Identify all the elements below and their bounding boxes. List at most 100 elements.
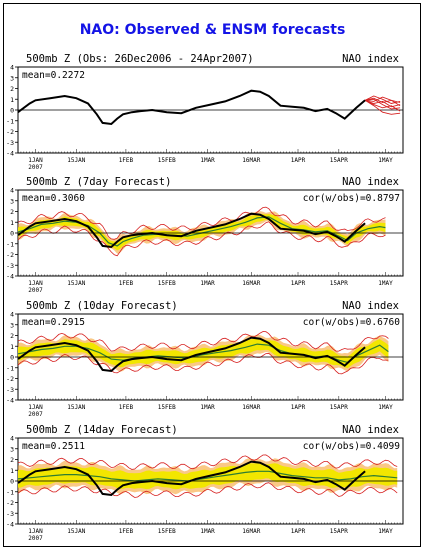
y-tick-label: 4: [10, 311, 14, 319]
y-tick-label: -2: [6, 251, 14, 259]
x-tick-label: 15JAN: [67, 528, 85, 535]
y-tick-label: 3: [10, 445, 14, 453]
mean-label: mean=0.3060: [22, 193, 85, 204]
x-tick-label: 2007: [28, 287, 43, 294]
y-tick-label: 2: [10, 332, 14, 340]
right-label: NAO index: [342, 53, 399, 65]
chart-panel-3: 500mb Z (10day Forecast) NAO index mean=0.…: [6, 300, 404, 418]
page-title: NAO: Observed & ENSM forecasts: [79, 22, 346, 38]
x-tick-label: 1APR: [291, 404, 306, 411]
x-tick-label: 1FEB: [119, 404, 134, 411]
x-tick-label: 1APR: [291, 157, 306, 164]
y-tick-label: -1: [6, 488, 14, 496]
x-tick-label: 2007: [28, 535, 43, 542]
x-tick-label: 15APR: [330, 280, 348, 287]
ensemble-spread-band: [18, 213, 386, 251]
y-tick-label: 2: [10, 456, 14, 464]
x-tick-label: 15FEB: [158, 280, 176, 287]
y-tick-label: -3: [6, 510, 14, 518]
correlation-label: cor(w/obs)=0.4099: [303, 441, 401, 452]
x-tick-label: 1JAN: [28, 280, 43, 287]
y-tick-label: 4: [10, 187, 14, 195]
y-tick-label: 3: [10, 197, 14, 205]
y-tick-label: 1: [10, 467, 14, 475]
right-label: NAO index: [342, 424, 399, 436]
x-tick-label: 2007: [28, 164, 43, 171]
x-tick-label: 15JAN: [67, 404, 85, 411]
x-tick-label: 1MAR: [200, 280, 215, 287]
correlation-label: cor(w/obs)=0.6760: [303, 317, 401, 328]
y-tick-label: -3: [6, 262, 14, 270]
x-tick-label: 1MAY: [378, 280, 393, 287]
y-tick-label: -3: [6, 386, 14, 394]
y-tick-label: 3: [10, 321, 14, 329]
y-tick-label: 1: [10, 343, 14, 351]
chart-title: 500mb Z (10day Forecast): [26, 300, 178, 312]
y-tick-label: 1: [10, 219, 14, 227]
y-tick-label: -1: [6, 364, 14, 372]
envelope-lower: [17, 482, 398, 498]
x-tick-label: 15JAN: [67, 157, 85, 164]
x-tick-label: 15JAN: [67, 280, 85, 287]
x-tick-label: 15APR: [330, 157, 348, 164]
x-tick-label: 15APR: [330, 404, 348, 411]
x-tick-label: 15FEB: [158, 404, 176, 411]
y-tick-label: -4: [6, 521, 14, 529]
observed-line: [17, 89, 366, 126]
y-tick-label: -2: [6, 375, 14, 383]
mean-label: mean=0.2511: [22, 441, 85, 452]
x-tick-label: 1FEB: [119, 280, 134, 287]
y-tick-label: 2: [10, 208, 14, 216]
x-tick-label: 1JAN: [28, 404, 43, 411]
y-tick-label: -2: [6, 128, 14, 136]
x-tick-label: 16MAR: [242, 404, 260, 411]
y-tick-label: -2: [6, 499, 14, 507]
x-tick-label: 1MAY: [378, 404, 393, 411]
y-tick-label: 1: [10, 96, 14, 104]
x-tick-label: 1MAY: [378, 528, 393, 535]
forecast-member-line: [364, 95, 401, 104]
forecast-member-line: [364, 99, 401, 115]
y-tick-label: -4: [6, 397, 14, 405]
observed-line: [17, 336, 366, 373]
x-tick-label: 1MAR: [200, 528, 215, 535]
right-label: NAO index: [342, 176, 399, 188]
y-tick-label: 0: [10, 354, 14, 362]
mean-label: mean=0.2272: [22, 70, 85, 81]
x-tick-label: 16MAR: [242, 528, 260, 535]
y-tick-label: 3: [10, 74, 14, 82]
envelope-upper: [17, 206, 386, 240]
x-tick-label: 15APR: [330, 528, 348, 535]
envelope-lower: [17, 221, 386, 257]
y-tick-label: 0: [10, 478, 14, 486]
chart-panel-4: 500mb Z (14day Forecast) NAO index mean=0.…: [6, 424, 404, 542]
x-tick-label: 2007: [28, 411, 43, 418]
x-tick-label: 1MAR: [200, 157, 215, 164]
y-tick-label: 4: [10, 64, 14, 72]
y-tick-label: -1: [6, 117, 14, 125]
x-tick-label: 1JAN: [28, 528, 43, 535]
observed-line: [17, 460, 366, 497]
x-tick-label: 1FEB: [119, 157, 134, 164]
x-tick-label: 15FEB: [158, 157, 176, 164]
chart-panel-1: 500mb Z (Obs: 26Dec2006 - 24Apr2007) NAO …: [6, 53, 404, 171]
forecast-member-line: [365, 98, 401, 110]
chart-title: 500mb Z (7day Forecast): [26, 176, 171, 188]
chart-panel-2: 500mb Z (7day Forecast) NAO index mean=0.3…: [6, 176, 404, 294]
x-tick-label: 1APR: [291, 528, 306, 535]
y-tick-label: 0: [10, 107, 14, 115]
y-tick-label: 4: [10, 435, 14, 443]
envelope-upper: [17, 454, 398, 470]
y-tick-label: -3: [6, 139, 14, 147]
envelope-lower: [17, 352, 389, 375]
x-tick-label: 1JAN: [28, 157, 43, 164]
y-tick-label: 0: [10, 230, 14, 238]
correlation-label: cor(w/obs)=0.8797: [303, 193, 400, 204]
forecast-member-line: [364, 99, 401, 108]
x-tick-label: 1MAR: [200, 404, 215, 411]
y-tick-label: 2: [10, 85, 14, 93]
forecast-member-line: [364, 99, 401, 112]
envelope-upper: [17, 331, 389, 352]
y-tick-label: -4: [6, 273, 14, 281]
